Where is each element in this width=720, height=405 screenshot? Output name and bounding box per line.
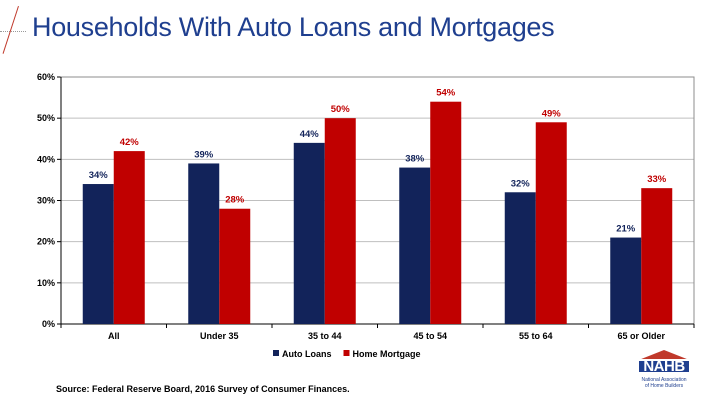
data-labels: 34% 42% 39% 28% 44% 50% 38% 54% 32% 49% 21% 33% bbox=[89, 88, 667, 235]
data-label: 44% bbox=[300, 129, 320, 140]
title-accent-rule bbox=[0, 31, 26, 32]
y-tick-label: 40% bbox=[37, 154, 55, 164]
bar-home-mortgage bbox=[113, 151, 145, 324]
y-tick-label: 20% bbox=[37, 237, 55, 247]
bar-home-mortgage bbox=[324, 118, 356, 324]
bar-home-mortgage bbox=[641, 188, 673, 324]
data-label: 38% bbox=[405, 154, 425, 165]
legend-label: Home Mortgage bbox=[353, 349, 421, 359]
legend-swatch bbox=[343, 350, 350, 356]
bar-chart: 0% 10% 20% 30% 40% 50% 60% All Under 35 35 to 44 4… bbox=[37, 72, 695, 359]
logo-subtitle-line-2: of Home Builders bbox=[644, 383, 684, 389]
legend-label: Auto Loans bbox=[282, 349, 332, 359]
axes: 0% 10% 20% 30% 40% 50% 60% All Under 35 35 to 44 4… bbox=[37, 72, 695, 341]
x-tick-label: Under 35 bbox=[200, 331, 239, 341]
x-tick-label: 65 or Older bbox=[617, 331, 665, 341]
data-label: 42% bbox=[120, 137, 140, 148]
data-label: 54% bbox=[436, 88, 456, 99]
x-tick-label: All bbox=[108, 331, 120, 341]
title-accent-slash bbox=[2, 6, 19, 54]
bar-auto-loans bbox=[504, 192, 536, 324]
logo-subtitle-line-1: National Association bbox=[641, 377, 687, 383]
x-tick-label: 55 to 64 bbox=[519, 331, 553, 341]
legend-swatch bbox=[273, 350, 279, 356]
data-label: 50% bbox=[331, 104, 351, 115]
bars bbox=[82, 101, 673, 325]
y-tick-label: 30% bbox=[37, 196, 55, 206]
nahb-logo: NAHB National Association of Home Builde… bbox=[634, 350, 694, 400]
data-label: 32% bbox=[511, 178, 531, 189]
y-tick-label: 50% bbox=[37, 113, 55, 123]
bar-auto-loans bbox=[293, 142, 325, 324]
data-label: 49% bbox=[542, 108, 562, 119]
data-label: 21% bbox=[616, 224, 636, 235]
data-label: 34% bbox=[89, 170, 109, 181]
bar-auto-loans bbox=[610, 237, 642, 324]
data-label: 39% bbox=[194, 149, 214, 160]
y-tick-label: 10% bbox=[37, 278, 55, 288]
legend: Auto Loans Home Mortgage bbox=[273, 349, 421, 359]
bar-auto-loans bbox=[82, 184, 114, 324]
logo-house-shape bbox=[639, 350, 689, 372]
bar-home-mortgage bbox=[219, 208, 251, 324]
data-label: 33% bbox=[647, 174, 667, 185]
bar-auto-loans bbox=[188, 163, 220, 324]
x-tick-label: 35 to 44 bbox=[308, 331, 342, 341]
bar-home-mortgage bbox=[430, 101, 462, 324]
logo-wordmark: NAHB bbox=[643, 358, 685, 375]
y-tick-label: 60% bbox=[37, 72, 55, 82]
data-label: 28% bbox=[225, 195, 245, 206]
bar-home-mortgage bbox=[535, 122, 567, 325]
source-note: Source: Federal Reserve Board, 2016 Surv… bbox=[56, 384, 350, 394]
y-tick-label: 0% bbox=[42, 319, 55, 329]
bar-auto-loans bbox=[399, 167, 431, 324]
slide-title: Households With Auto Loans and Mortgages bbox=[32, 12, 555, 42]
gridlines bbox=[61, 76, 694, 284]
x-tick-label: 45 to 54 bbox=[413, 331, 447, 341]
